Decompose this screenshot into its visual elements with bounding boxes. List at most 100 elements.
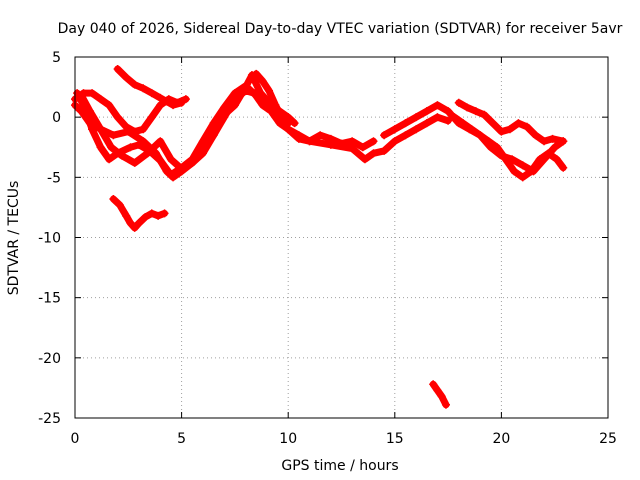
data-point xyxy=(177,164,186,173)
data-point xyxy=(181,95,190,104)
data-point xyxy=(256,89,265,98)
data-point xyxy=(463,103,472,112)
data-point xyxy=(544,149,553,158)
data-point xyxy=(156,156,165,165)
data-point xyxy=(484,137,493,146)
data-point xyxy=(109,131,118,140)
data-point xyxy=(147,209,156,218)
data-point xyxy=(401,131,410,140)
data-point xyxy=(348,144,357,153)
y-tick-label: -10 xyxy=(38,231,61,247)
data-point xyxy=(130,223,139,232)
data-point xyxy=(156,101,165,110)
data-point xyxy=(265,86,274,95)
data-point xyxy=(277,113,286,122)
data-point xyxy=(134,140,143,149)
data-point xyxy=(527,167,536,176)
series-line-track-11 xyxy=(429,380,450,409)
data-series xyxy=(71,65,568,409)
data-point xyxy=(467,125,476,134)
data-point xyxy=(316,131,325,140)
data-point xyxy=(422,119,431,128)
data-point xyxy=(241,83,250,92)
data-point xyxy=(401,119,410,128)
data-point xyxy=(147,89,156,98)
data-point xyxy=(156,93,165,102)
series-line-track-3 xyxy=(77,71,299,173)
data-point xyxy=(422,107,431,116)
data-point xyxy=(380,131,389,140)
x-tick-label: 5 xyxy=(177,431,186,447)
data-point xyxy=(326,140,335,149)
y-tick-label: -20 xyxy=(38,351,61,367)
data-point xyxy=(230,89,239,98)
data-point xyxy=(559,137,568,146)
data-point xyxy=(294,131,303,140)
y-tick-label: -15 xyxy=(38,291,61,307)
data-point xyxy=(139,125,148,134)
x-tick-label: 20 xyxy=(492,431,510,447)
data-point xyxy=(126,219,135,228)
data-point xyxy=(380,146,389,155)
data-point xyxy=(115,201,124,210)
data-point xyxy=(514,119,523,128)
data-point xyxy=(130,127,139,136)
y-tick-label: -25 xyxy=(38,411,61,427)
data-point xyxy=(444,107,453,116)
data-point xyxy=(493,143,502,152)
data-point xyxy=(433,101,442,110)
data-point xyxy=(531,131,540,140)
x-tick-label: 25 xyxy=(599,431,617,447)
data-point xyxy=(88,89,97,98)
series-line-track-6 xyxy=(252,70,292,127)
data-point xyxy=(198,137,207,146)
data-point xyxy=(505,125,514,134)
data-point xyxy=(122,211,131,220)
data-point xyxy=(540,137,549,146)
data-point xyxy=(230,101,239,110)
data-point xyxy=(220,110,229,119)
data-point xyxy=(160,209,169,218)
data-point xyxy=(348,137,357,146)
data-point xyxy=(480,110,489,119)
data-point xyxy=(156,137,165,146)
data-point xyxy=(412,113,421,122)
data-point xyxy=(96,125,105,134)
data-point xyxy=(117,151,126,160)
data-point xyxy=(360,155,369,164)
data-point xyxy=(147,113,156,122)
data-point xyxy=(390,137,399,146)
data-point xyxy=(105,155,114,164)
data-point xyxy=(122,73,131,82)
data-point xyxy=(390,125,399,134)
data-point xyxy=(162,97,171,106)
data-point xyxy=(552,155,561,164)
data-point xyxy=(141,213,150,222)
data-point xyxy=(358,143,367,152)
data-point xyxy=(130,158,139,167)
data-point xyxy=(252,69,261,78)
data-point xyxy=(369,149,378,158)
data-point xyxy=(113,113,122,122)
data-point xyxy=(450,113,459,122)
data-point xyxy=(497,127,506,136)
data-point xyxy=(169,101,178,110)
data-point xyxy=(522,122,531,131)
data-point xyxy=(177,98,186,107)
x-axis-label: GPS time / hours xyxy=(281,458,398,474)
y-axis-label: SDTVAR / TECUs xyxy=(6,181,22,296)
data-point xyxy=(143,149,152,158)
data-point xyxy=(139,84,148,93)
data-point xyxy=(535,155,544,164)
data-point xyxy=(305,137,314,146)
data-point xyxy=(209,131,218,140)
series-line-track-9 xyxy=(451,113,567,181)
data-point xyxy=(109,194,118,203)
data-point xyxy=(471,107,480,116)
data-point xyxy=(105,101,114,110)
data-point xyxy=(441,400,450,409)
data-point xyxy=(88,125,97,134)
data-point xyxy=(130,80,139,89)
data-point xyxy=(433,113,442,122)
y-tick-label: 5 xyxy=(52,50,61,66)
